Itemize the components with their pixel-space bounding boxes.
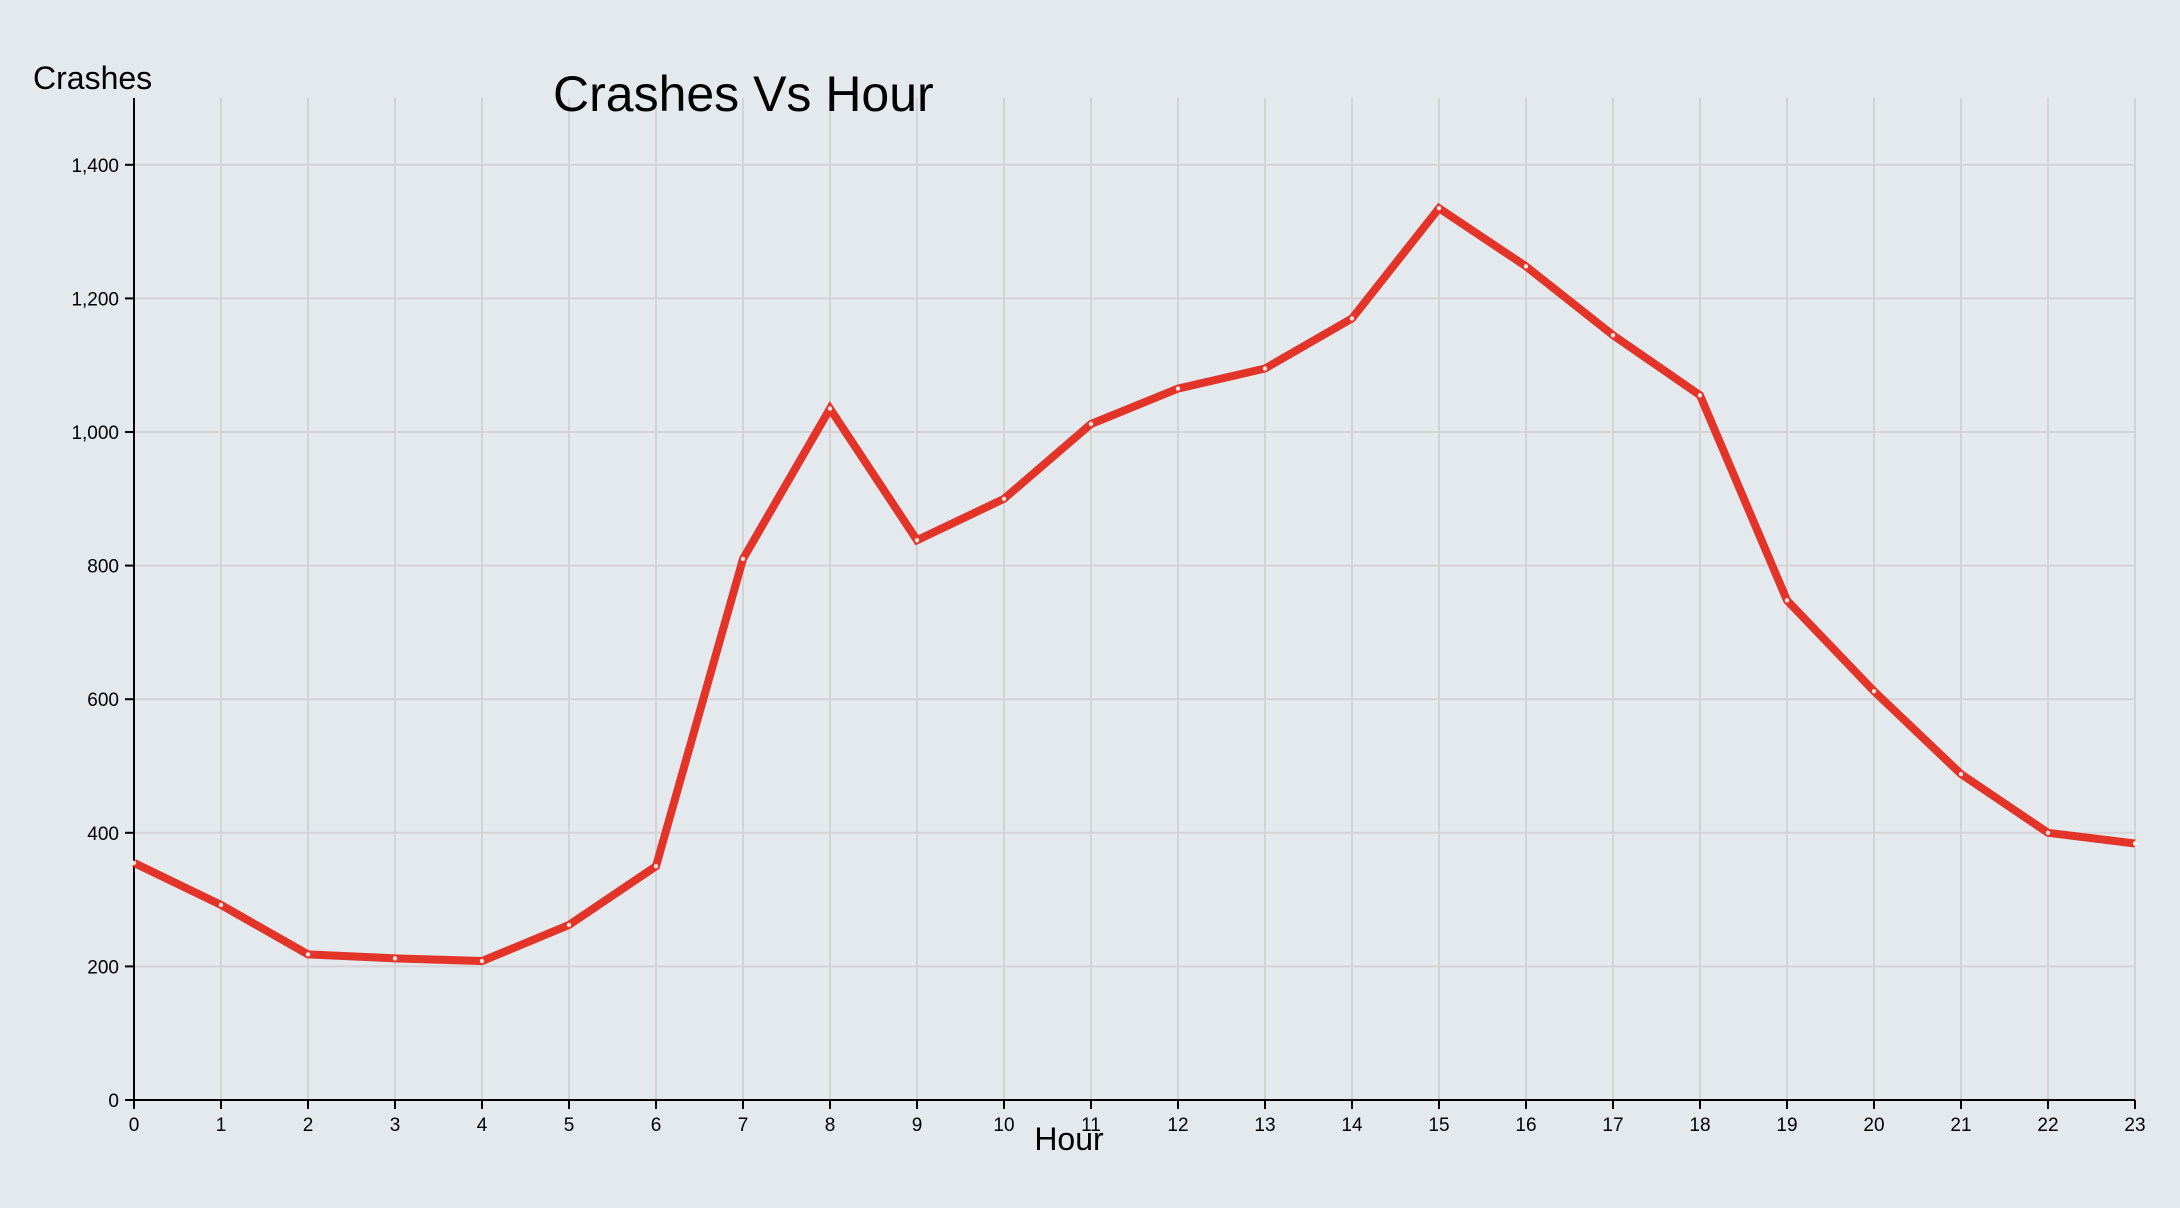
x-tick-label: 12	[1167, 1115, 1188, 1136]
x-tick-label: 18	[1689, 1115, 1710, 1136]
x-axis-ticks: 0 1 2 3 4 5 6 7 8 9 10 11 12 13 14 15 16 17 18 19 20 21 22 23	[129, 1100, 2146, 1136]
data-point	[1958, 771, 1964, 777]
x-tick-label: 1	[216, 1115, 227, 1136]
data-point	[653, 864, 659, 869]
data-point	[1262, 366, 1268, 371]
x-tick-label: 6	[651, 1115, 662, 1136]
axes	[133, 98, 2135, 1101]
x-tick-label: 23	[2124, 1115, 2145, 1136]
data-point	[1088, 421, 1094, 427]
x-tick-label: 9	[912, 1115, 923, 1136]
x-tick-label: 21	[1950, 1115, 1971, 1136]
x-tick-label: 17	[1602, 1115, 1623, 1136]
data-point	[1610, 332, 1616, 338]
x-tick-label: 10	[993, 1115, 1014, 1136]
y-tick-label: 1,400	[71, 156, 119, 177]
data-point	[392, 956, 398, 961]
data-point	[1697, 393, 1703, 398]
data-point	[1871, 688, 1877, 694]
y-tick-label: 0	[108, 1091, 119, 1112]
data-point	[1784, 598, 1790, 603]
gridlines	[134, 98, 2136, 1100]
data-point	[740, 556, 746, 562]
x-tick-label: 0	[129, 1115, 140, 1136]
x-tick-label: 7	[738, 1115, 749, 1136]
x-tick-label: 11	[1081, 1115, 1101, 1136]
data-point	[1523, 264, 1529, 269]
data-point	[305, 952, 311, 957]
y-tick-label: 200	[87, 957, 119, 978]
data-point	[131, 860, 137, 866]
x-tick-label: 3	[390, 1115, 401, 1136]
x-tick-label: 13	[1254, 1115, 1275, 1136]
x-tick-label: 16	[1515, 1115, 1536, 1136]
data-point	[2132, 841, 2138, 846]
y-axis-ticks: 0 200 400 600 800 1,000 1,200 1,400	[71, 156, 134, 1112]
data-point	[566, 922, 572, 928]
y-tick-label: 1,200	[71, 289, 119, 310]
x-tick-label: 4	[477, 1115, 488, 1136]
y-tick-label: 600	[87, 690, 119, 711]
y-tick-label: 1,000	[71, 423, 119, 444]
data-point	[1349, 316, 1355, 321]
data-point	[479, 958, 485, 964]
series-line	[132, 202, 2136, 966]
y-tick-label: 800	[87, 557, 119, 578]
x-tick-label: 20	[1863, 1115, 1884, 1136]
x-tick-label: 19	[1776, 1115, 1797, 1136]
data-point	[827, 406, 833, 411]
data-point	[218, 902, 224, 908]
y-tick-label: 400	[87, 824, 119, 845]
x-tick-label: 14	[1341, 1115, 1363, 1136]
series-layer	[131, 202, 2138, 966]
x-tick-label: 15	[1428, 1115, 1449, 1136]
data-point	[914, 538, 920, 543]
data-point	[1175, 386, 1181, 391]
data-point	[2045, 830, 2051, 835]
x-tick-label: 8	[825, 1115, 836, 1136]
x-tick-label: 2	[303, 1115, 314, 1136]
x-tick-label: 22	[2037, 1115, 2058, 1136]
chart-title: Crashes Vs Hour	[553, 66, 934, 122]
data-point	[1436, 206, 1442, 211]
y-axis-title: Crashes	[33, 60, 152, 96]
data-point	[1001, 496, 1007, 501]
x-tick-label: 5	[564, 1115, 575, 1136]
x-axis-title: Hour	[1034, 1121, 1104, 1157]
